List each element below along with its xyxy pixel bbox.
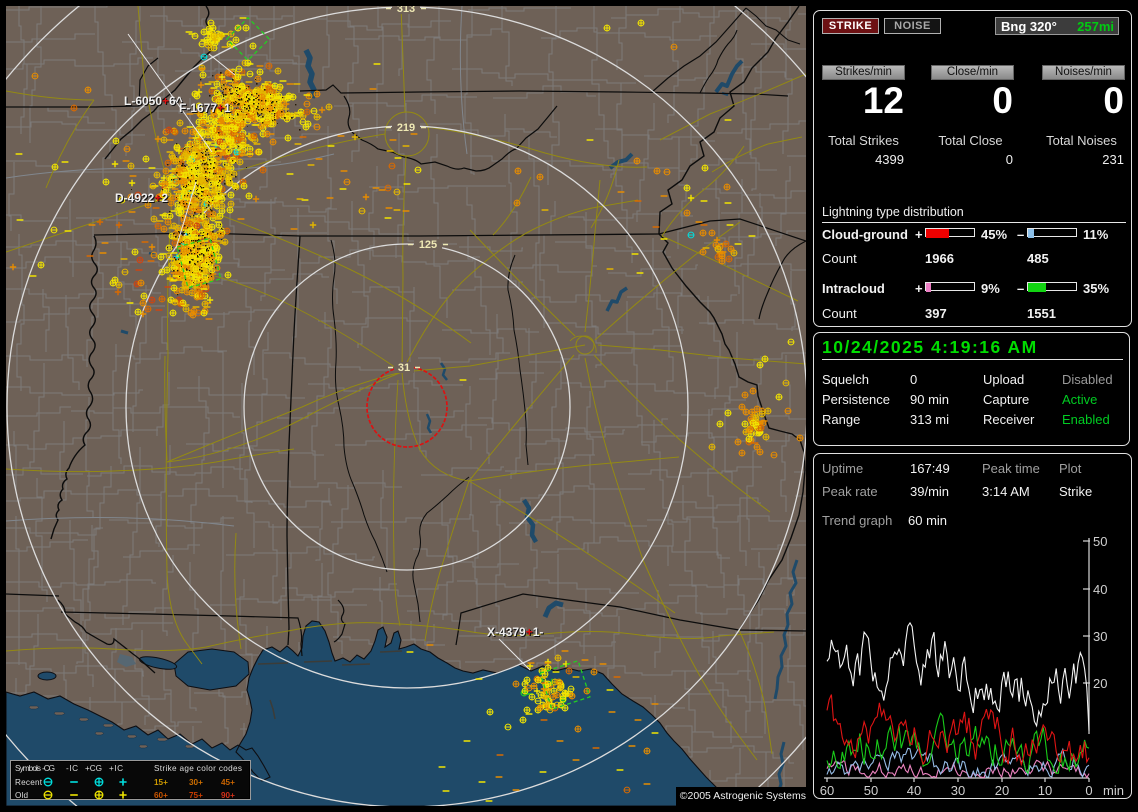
svg-text:30: 30 — [951, 783, 965, 798]
svg-text:10: 10 — [1038, 783, 1052, 798]
svg-text:125: 125 — [419, 239, 437, 251]
svg-text:0: 0 — [1085, 783, 1092, 798]
svg-text:219: 219 — [397, 122, 415, 134]
svg-text:20: 20 — [995, 783, 1009, 798]
svg-text:20: 20 — [1093, 676, 1107, 691]
svg-text:60: 60 — [820, 783, 834, 798]
svg-text:31: 31 — [398, 362, 410, 374]
svg-text:50: 50 — [864, 783, 878, 798]
svg-text:30: 30 — [1093, 629, 1107, 644]
svg-text:40: 40 — [1093, 582, 1107, 597]
svg-text:50: 50 — [1093, 534, 1107, 549]
svg-text:313: 313 — [397, 6, 415, 15]
svg-text:40: 40 — [907, 783, 921, 798]
svg-text:min: min — [1103, 783, 1124, 798]
